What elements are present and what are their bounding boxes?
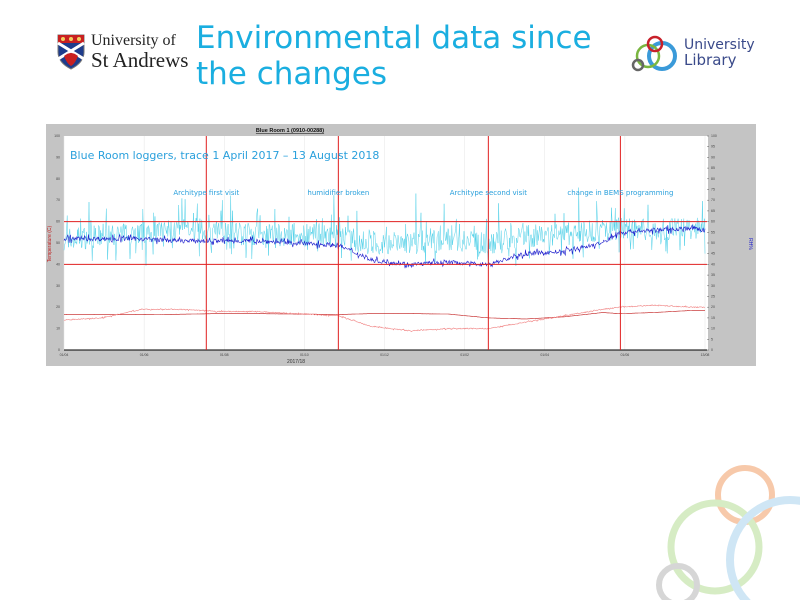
right-tick-label: 95 xyxy=(711,145,715,149)
st-andrews-crest-logo xyxy=(57,34,85,70)
event-label: Architype second visit xyxy=(450,189,527,197)
right-tick-label: 40 xyxy=(711,262,715,266)
decorative-circles xyxy=(656,465,800,600)
x-tick-label: 01/10 xyxy=(300,353,309,357)
left-tick-label: 30 xyxy=(56,284,60,288)
series-line-rh-logger-b xyxy=(63,224,706,269)
right-tick-label: 10 xyxy=(711,327,715,331)
right-tick-label: 50 xyxy=(711,241,715,245)
chart-annotation: Blue Room loggers, trace 1 April 2017 – … xyxy=(70,149,379,162)
x-tick-label: 01/06 xyxy=(140,353,149,357)
right-tick-label: 90 xyxy=(711,155,715,159)
plot-area xyxy=(64,136,708,350)
left-tick-label: 0 xyxy=(58,348,60,352)
left-tick-label: 10 xyxy=(56,327,60,331)
library-name: University Library xyxy=(684,38,755,68)
x-tick-label: 13/08 xyxy=(701,353,710,357)
slide-title: Environmental data since the changes xyxy=(196,20,592,92)
right-tick-label: 45 xyxy=(711,252,715,256)
series-line-temperature-a xyxy=(64,310,705,320)
left-tick-label: 20 xyxy=(56,305,60,309)
series-line-temperature-b xyxy=(63,304,706,332)
university-name-line2: St Andrews xyxy=(91,48,189,72)
event-label: change in BEMS programming xyxy=(567,189,673,197)
left-tick-label: 70 xyxy=(56,198,60,202)
left-tick-label: 40 xyxy=(56,262,60,266)
university-library-logo xyxy=(631,35,677,72)
right-tick-label: 55 xyxy=(711,230,715,234)
left-tick-label: 80 xyxy=(56,177,60,181)
x-axis-label: 2017/18 xyxy=(287,359,305,365)
left-tick-label: 100 xyxy=(54,134,60,138)
right-axis-label: RH% xyxy=(747,238,753,250)
right-tick-label: 65 xyxy=(711,209,715,213)
university-name-line1: University of xyxy=(91,32,176,49)
x-tick-label: 01/02 xyxy=(460,353,469,357)
library-name-line1: University xyxy=(684,37,755,53)
x-tick-label: 01/06 xyxy=(620,353,629,357)
event-label: humidifier broken xyxy=(307,189,369,197)
right-tick-label: 30 xyxy=(711,284,715,288)
right-tick-label: 25 xyxy=(711,295,715,299)
right-tick-label: 5 xyxy=(711,337,713,341)
environmental-chart: Blue Room 1 (0910-00288) Temperature (C)… xyxy=(46,124,756,366)
left-tick-label: 60 xyxy=(56,220,60,224)
chart-title: Blue Room 1 (0910-00288) xyxy=(256,128,324,134)
right-tick-label: 20 xyxy=(711,305,715,309)
right-tick-label: 0 xyxy=(711,348,713,352)
left-tick-label: 90 xyxy=(56,155,60,159)
right-tick-label: 80 xyxy=(711,177,715,181)
university-name: University of St Andrews xyxy=(91,33,188,71)
series-line-rh-logger-a xyxy=(63,187,706,266)
left-tick-label: 50 xyxy=(56,241,60,245)
x-tick-label: 01/04 xyxy=(60,353,69,357)
left-axis-label: Temperature (C) xyxy=(47,225,53,262)
x-tick-label: 01/04 xyxy=(540,353,549,357)
right-tick-label: 100 xyxy=(711,134,717,138)
right-tick-label: 15 xyxy=(711,316,715,320)
right-tick-label: 60 xyxy=(711,220,715,224)
right-tick-label: 75 xyxy=(711,188,715,192)
right-tick-label: 70 xyxy=(711,198,715,202)
right-tick-label: 85 xyxy=(711,166,715,170)
right-tick-label: 35 xyxy=(711,273,715,277)
event-label: Architype first visit xyxy=(173,189,239,197)
x-tick-label: 01/08 xyxy=(220,353,229,357)
library-name-line2: Library xyxy=(684,51,737,69)
x-tick-label: 01/12 xyxy=(380,353,389,357)
